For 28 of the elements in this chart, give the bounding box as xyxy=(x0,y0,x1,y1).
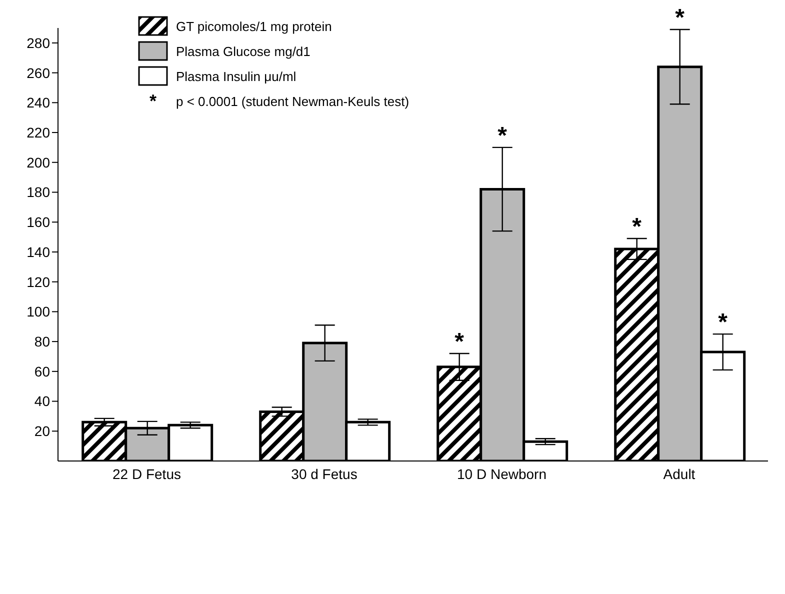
annotation: * xyxy=(498,122,508,150)
y-tick-label: 160 xyxy=(26,214,50,230)
x-tick-label: Adult xyxy=(663,466,696,482)
x-tick-label: 10 D Newborn xyxy=(457,466,546,482)
legend-label: Plasma Insulin μu/ml xyxy=(176,68,296,84)
annotation: * xyxy=(454,328,465,356)
x-tick-label: 30 d Fetus xyxy=(291,466,358,482)
y-tick-label: 260 xyxy=(26,64,50,81)
x-tick-label: 22 D Fetus xyxy=(112,466,181,482)
annotation: * xyxy=(718,309,728,336)
annotation: p < 0.0001 (student Newman-Keuls test) xyxy=(176,94,410,109)
y-tick-label: 100 xyxy=(26,304,50,320)
legend-label: Plasma Glucose mg/d1 xyxy=(176,44,310,58)
y-tick-label: 240 xyxy=(26,94,50,111)
y-tick-label: 180 xyxy=(26,184,50,200)
y-tick-label: 20 xyxy=(34,423,50,440)
annotation: * xyxy=(675,4,686,32)
text: * xyxy=(149,91,156,111)
y-tick-label: 60 xyxy=(34,363,50,380)
y-tick-label: 80 xyxy=(34,334,50,350)
legend-label: GT picomoles/1 mg protein xyxy=(176,18,332,34)
y-tick-label: 220 xyxy=(26,124,50,140)
y-tick-label: 200 xyxy=(26,154,50,170)
y-tick-label: 140 xyxy=(26,244,50,260)
y-tick-label: 280 xyxy=(26,34,50,51)
y-tick-label: 40 xyxy=(34,393,50,410)
annotation: * xyxy=(632,214,642,241)
y-tick-label: 120 xyxy=(26,274,50,290)
